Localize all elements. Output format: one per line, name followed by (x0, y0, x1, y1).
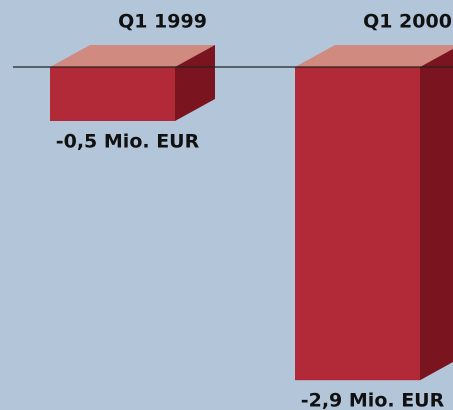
bar-side (175, 45, 215, 121)
bar-top (295, 45, 453, 67)
category-label: Q1 2000 (363, 11, 452, 33)
bar-top (50, 45, 215, 67)
bar (295, 67, 420, 381)
bar-side (420, 48, 453, 381)
bar (50, 67, 175, 121)
value-label: -0,5 Mio. EUR (56, 131, 200, 153)
category-label: Q1 1999 (118, 11, 207, 33)
value-label: -2,9 Mio. EUR (301, 390, 445, 410)
